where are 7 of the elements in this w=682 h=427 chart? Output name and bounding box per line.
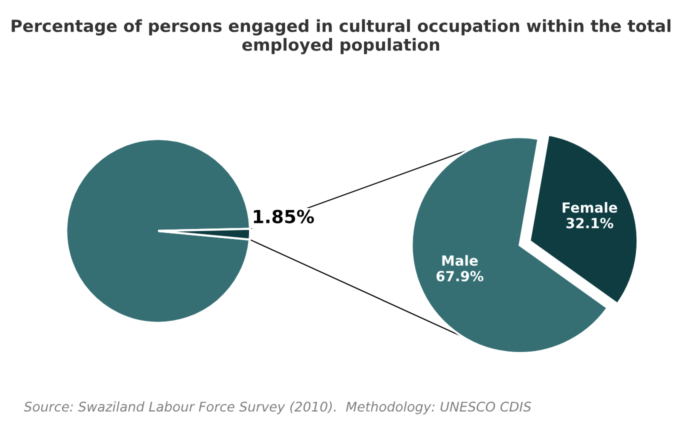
data-label: 32.1% <box>566 218 614 228</box>
slice-label: Female <box>562 202 618 213</box>
data-label: 1.85% <box>254 210 314 224</box>
chart-title: Percentage of persons engaged in cultural occupation within the total employed population <box>12 19 670 54</box>
slice-label: Male <box>442 255 478 266</box>
source-note: Source: Swaziland Labour Force Survey (2010). Methodology: UNESCO CDIS <box>24 401 532 414</box>
data-label: 67.9% <box>436 270 484 282</box>
